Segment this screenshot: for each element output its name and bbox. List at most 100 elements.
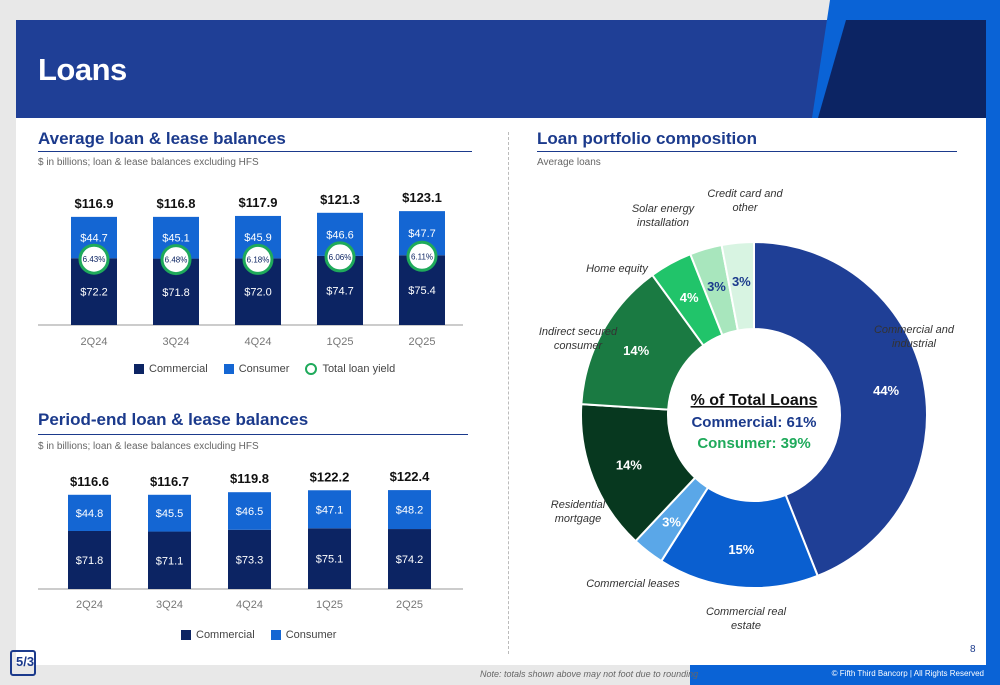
donut-slice [720, 240, 755, 332]
slice-name-label: Solar energy installation [632, 203, 696, 229]
slice-name-line: Indirect secured [539, 326, 618, 338]
slice-name-line: other [732, 202, 758, 214]
legend-consumer: Consumer [223, 363, 290, 375]
slice-name-line: mortgage [555, 513, 601, 525]
label-commercial: $71.8 [76, 555, 104, 567]
legend-commercial-label: Commercial [149, 363, 208, 375]
label-total: $121.3 [320, 192, 360, 207]
slice-name-line: Commercial leases [586, 578, 680, 590]
label-commercial: $75.1 [316, 554, 344, 566]
label-commercial: $71.8 [162, 287, 190, 299]
slice-percent-label: 3% [707, 279, 726, 294]
legend-commercial: Commercial [181, 629, 255, 641]
period-end-legend: Commercial Consumer [181, 629, 336, 641]
yield-label: 6.48% [165, 256, 188, 265]
yield-marker [242, 243, 274, 275]
x-tick-label: 3Q24 [163, 336, 190, 348]
legend-consumer-swatch [270, 630, 281, 640]
slice-name-line: installation [637, 217, 689, 229]
rounding-footnote: Note: totals shown above may not foot du… [480, 669, 699, 679]
x-tick-label: 2Q24 [81, 336, 108, 348]
bar-commercial [148, 531, 191, 589]
slice-name-line: Commercial real [706, 606, 787, 618]
x-tick-label: 2Q25 [409, 336, 436, 348]
period-end-subtitle: $ in billions; loan & lease balances exc… [38, 441, 259, 452]
label-total: $122.2 [310, 469, 350, 484]
bar-commercial [228, 529, 271, 589]
label-total: $122.4 [390, 469, 431, 484]
slice-percent-label: 14% [623, 343, 649, 358]
label-consumer: $46.6 [326, 229, 354, 241]
bar-consumer [148, 494, 191, 532]
yield-marker [324, 241, 356, 273]
bar-consumer [68, 494, 111, 531]
label-consumer: $45.1 [162, 233, 190, 245]
yield-marker [160, 244, 192, 276]
label-commercial: $74.2 [396, 554, 424, 566]
label-consumer: $47.7 [408, 228, 436, 240]
slice-percent-label: 3% [732, 274, 751, 289]
bar-consumer [228, 492, 271, 530]
legend-commercial-swatch [181, 630, 191, 640]
slice-name-line: Solar energy [632, 203, 696, 215]
label-total: $116.7 [150, 474, 189, 489]
avg-balances-legend: Commercial Consumer Total loan yield [134, 363, 395, 375]
label-commercial: $71.1 [156, 555, 184, 567]
label-consumer: $48.2 [396, 505, 424, 517]
yield-label: 6.06% [329, 253, 352, 262]
slice-name-label: Residential mortgage [551, 499, 606, 525]
label-total: $116.9 [74, 196, 113, 211]
slice-percent-label: 15% [728, 542, 754, 557]
slice-name-line: Residential [551, 499, 606, 511]
avg-balances-chart: $72.2 $44.7 $116.9 2Q24 6.43% $71.8 $45.1 $116.… [38, 190, 463, 348]
label-total: $123.1 [402, 190, 442, 205]
label-total: $116.8 [156, 196, 195, 211]
label-commercial: $72.0 [244, 287, 272, 299]
yield-marker [406, 240, 438, 272]
label-total: $116.6 [70, 474, 109, 489]
composition-rule [537, 151, 957, 152]
slice-name-line: Home equity [586, 263, 649, 275]
composition-donut-chart: 44% Commercial and industrial 15% Commercial… [539, 188, 955, 632]
legend-consumer-swatch [223, 364, 234, 374]
slice-name-label: Commercial leases [586, 578, 680, 590]
label-total: $117.9 [238, 195, 277, 210]
avg-balances-subtitle: $ in billions; loan & lease balances exc… [38, 157, 259, 168]
page-number: 8 [970, 644, 976, 655]
donut-center-commercial: Commercial: 61% [691, 414, 816, 431]
slice-name-label: Commercial real estate [706, 606, 787, 632]
label-consumer: $46.5 [236, 506, 264, 518]
x-tick-label: 2Q24 [76, 599, 103, 611]
donut-center-title: % of Total Loans [691, 392, 818, 409]
bar-consumer [308, 490, 351, 529]
avg-balances-rule [38, 151, 472, 152]
label-commercial: $74.7 [326, 285, 354, 297]
slice-name-line: consumer [554, 340, 604, 352]
bar-commercial [388, 529, 431, 589]
slice-name-label: Indirect secured consumer [539, 326, 618, 352]
legend-consumer-label: Consumer [238, 363, 290, 375]
slice-name-line: estate [731, 620, 761, 632]
slice-percent-label: 14% [616, 458, 642, 473]
label-consumer: $47.1 [316, 504, 344, 516]
legend-consumer-label: Consumer [285, 629, 337, 641]
label-commercial: $75.4 [408, 285, 436, 297]
x-tick-label: 2Q25 [396, 599, 423, 611]
slice-name-label: Commercial and industrial [874, 324, 955, 350]
fifth-third-logo: 5/3 [10, 650, 36, 676]
legend-commercial-swatch [134, 364, 144, 374]
bar-commercial [308, 528, 351, 589]
legend-consumer: Consumer [270, 629, 337, 641]
page-title: Loans [38, 52, 127, 87]
label-total: $119.8 [230, 471, 269, 486]
slice-name-label: Home equity [586, 263, 649, 275]
slice-name-label: Credit card and other [707, 188, 783, 214]
yield-label: 6.18% [247, 255, 270, 264]
yield-label: 6.11% [411, 252, 433, 261]
period-end-rule [38, 434, 468, 435]
donut-center-consumer: Consumer: 39% [697, 435, 810, 452]
avg-balances-title: Average loan & lease balances [38, 129, 286, 148]
label-consumer: $44.8 [76, 508, 104, 520]
x-tick-label: 4Q24 [236, 599, 263, 611]
slice-name-line: Commercial and [874, 324, 955, 336]
